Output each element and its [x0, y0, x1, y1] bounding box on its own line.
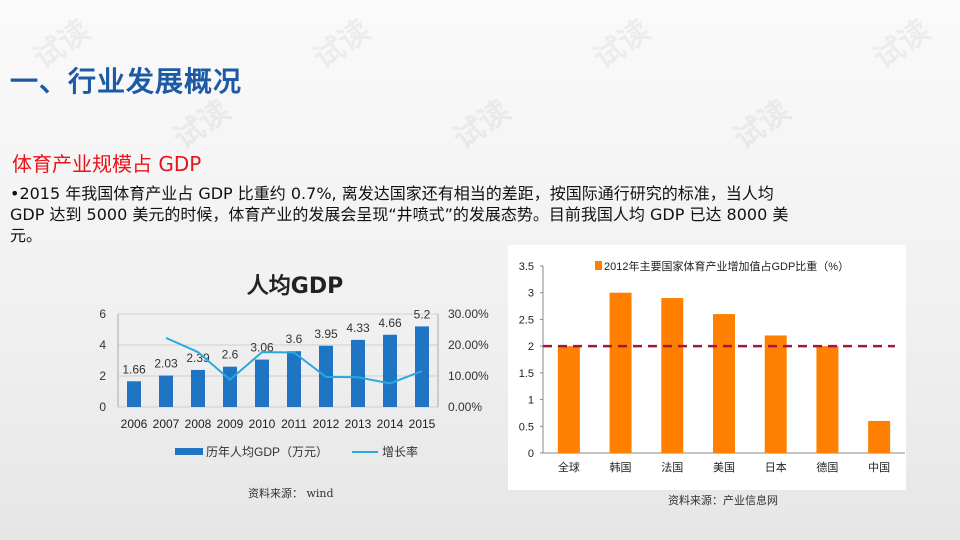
- y-tick: 2: [528, 341, 534, 353]
- legend-label: 2012年主要国家体育产业增加值占GDP比重（%）: [604, 259, 849, 273]
- x-tick: 2008: [185, 417, 212, 431]
- x-tick: 2009: [217, 417, 244, 431]
- bar: [287, 351, 301, 407]
- x-tick: 法国: [661, 460, 683, 474]
- bar: [159, 375, 173, 407]
- bar: [868, 420, 891, 453]
- data-label: 2.03: [154, 357, 178, 371]
- y-right-tick: 30.00%: [448, 307, 489, 321]
- chart1-source: 资料来源： wind: [248, 487, 334, 500]
- watermark: 试读: [447, 93, 517, 157]
- x-tick: 全球: [558, 460, 580, 474]
- chart2-source: 资料来源：产业信息网: [668, 494, 778, 507]
- data-label: 4.66: [378, 316, 402, 330]
- y-tick: 1: [528, 395, 534, 407]
- data-label: 1.66: [122, 362, 146, 376]
- x-tick: 2014: [377, 417, 404, 431]
- watermark: 试读: [867, 13, 937, 77]
- y-left-tick: 0: [99, 400, 106, 414]
- gdp-chart: 0 2 4 6 0.00% 10.00% 20.00% 30.00% 1.66 2006 2.03 2…: [99, 307, 489, 459]
- bar: [383, 334, 397, 407]
- x-tick: 2012: [313, 417, 340, 431]
- watermark: 试读: [587, 13, 657, 77]
- y-left-tick: 4: [99, 338, 106, 352]
- bar: [609, 292, 632, 453]
- data-label: 3.95: [314, 327, 338, 341]
- chart1-title: 人均GDP: [246, 274, 344, 299]
- y-right-tick: 0.00%: [448, 400, 482, 414]
- y-tick: 0: [528, 448, 534, 460]
- data-label: 3.06: [250, 341, 274, 355]
- bar: [415, 326, 429, 407]
- page-title: 一、行业发展概况: [10, 65, 243, 98]
- growth-line: [165, 336, 423, 385]
- y-tick: 0.5: [519, 421, 534, 433]
- x-tick: 美国: [713, 461, 735, 474]
- legend-label-bar: 历年人均GDP（万元）: [206, 445, 328, 459]
- bar: [764, 335, 787, 453]
- data-label: 5.2: [414, 307, 431, 321]
- x-tick: 2006: [121, 417, 148, 431]
- sports-share-chart: 0 0.5 1 1.5 2 2.5 3 3.5 全球 韩国 法国 美国 日本 德国 中国 2012年主要国家体…: [519, 259, 905, 474]
- bar: [223, 366, 237, 407]
- data-label: 4.33: [346, 321, 370, 335]
- data-label: 2.6: [222, 348, 239, 362]
- x-tick: 日本: [765, 460, 787, 474]
- y-tick: 3.5: [519, 261, 534, 273]
- y-left-tick: 2: [99, 369, 106, 383]
- bar: [557, 346, 580, 453]
- x-tick: 2007: [153, 417, 180, 431]
- y-right-tick: 10.00%: [448, 369, 489, 383]
- section-subtitle: 体育产业规模占 GDP: [12, 152, 202, 176]
- watermark: 试读: [307, 13, 377, 77]
- watermark: 试读: [727, 93, 797, 157]
- x-tick: 2010: [249, 417, 276, 431]
- bar: [351, 339, 365, 407]
- y-tick: 3: [528, 288, 534, 300]
- y-left-tick: 6: [99, 307, 106, 321]
- x-tick: 中国: [868, 461, 890, 474]
- legend-label-line: 增长率: [382, 444, 418, 459]
- data-label: 3.6: [286, 332, 303, 346]
- y-right-tick: 20.00%: [448, 338, 489, 352]
- bar: [713, 314, 735, 453]
- bar: [127, 381, 141, 407]
- bar: [661, 298, 684, 453]
- y-tick: 2.5: [519, 314, 534, 326]
- x-tick: 韩国: [610, 460, 632, 474]
- bar: [255, 359, 269, 407]
- bar: [816, 346, 839, 453]
- x-tick: 2015: [409, 417, 436, 431]
- bar: [191, 369, 205, 407]
- y-tick: 1.5: [519, 368, 534, 380]
- x-tick: 2013: [345, 417, 372, 431]
- data-label: 2.39: [186, 351, 210, 365]
- x-tick: 2011: [281, 417, 307, 431]
- body-paragraph: •2015 年我国体育产业占 GDP 比重约 0.7%, 离发达国家还有相当的差…: [10, 184, 789, 245]
- x-tick: 德国: [816, 460, 838, 474]
- legend-swatch: [595, 261, 602, 270]
- legend-swatch-bar: [175, 448, 203, 455]
